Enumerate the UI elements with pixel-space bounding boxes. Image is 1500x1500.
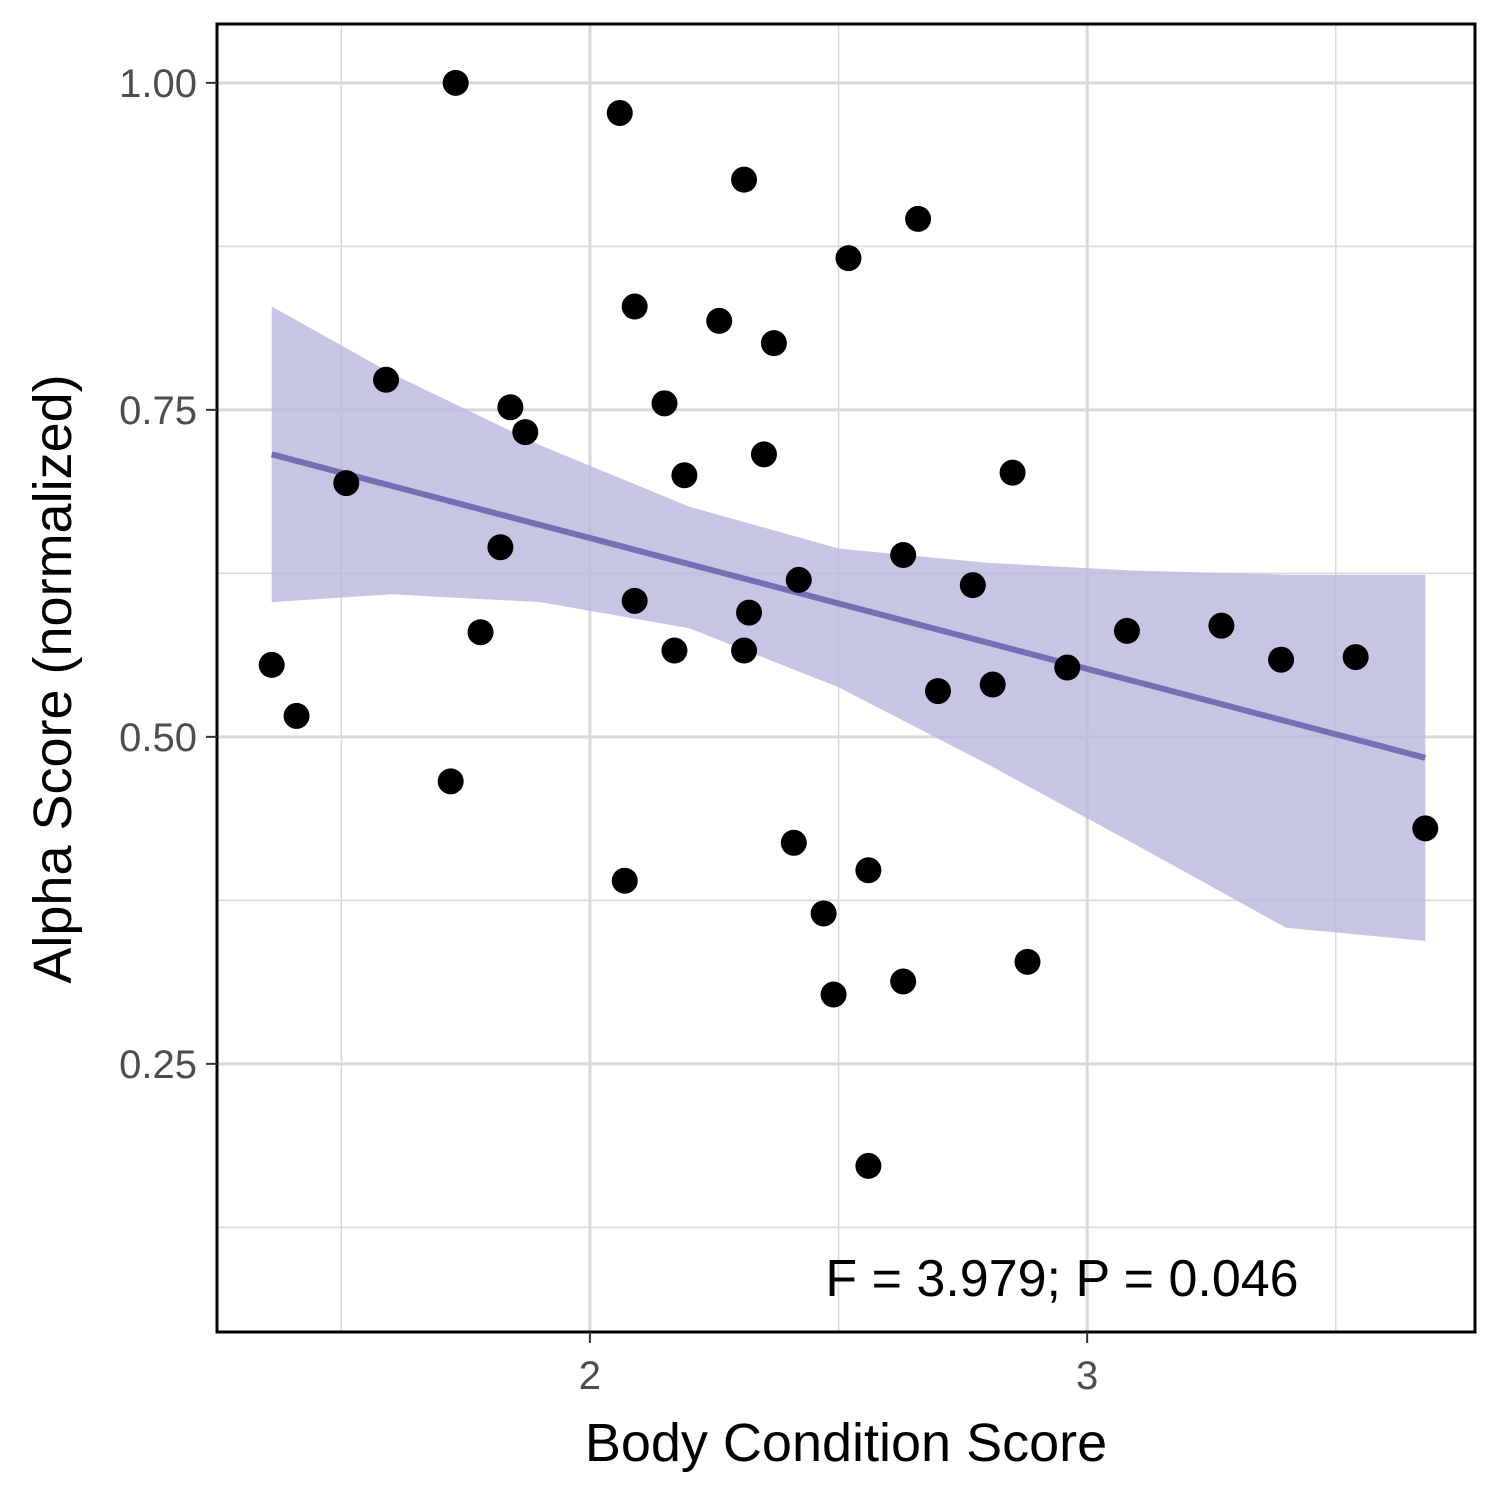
data-point-18 — [731, 166, 758, 193]
data-point-6 — [467, 619, 494, 646]
data-point-31 — [890, 968, 917, 995]
data-point-41 — [1268, 646, 1295, 673]
confidence-band-layer — [271, 306, 1426, 941]
data-point-32 — [905, 205, 932, 232]
data-point-12 — [621, 293, 648, 320]
data-point-23 — [780, 829, 807, 856]
data-point-2 — [333, 470, 360, 497]
data-point-1 — [283, 702, 310, 729]
x-tick-label-0: 2 — [579, 1354, 601, 1398]
data-point-36 — [999, 459, 1026, 486]
data-point-10 — [606, 99, 633, 126]
data-point-17 — [706, 307, 733, 334]
data-point-39 — [1113, 617, 1140, 644]
data-point-21 — [750, 441, 777, 468]
y-tick-label-2: 0.75 — [119, 389, 197, 433]
data-point-9 — [512, 419, 539, 446]
data-point-0 — [258, 651, 285, 678]
data-point-42 — [1342, 644, 1369, 671]
regression-line — [270, 451, 1427, 761]
data-point-38 — [1054, 654, 1081, 681]
regression-line-layer — [270, 451, 1427, 761]
data-point-14 — [651, 390, 678, 417]
data-point-20 — [736, 599, 763, 626]
data-point-34 — [959, 572, 986, 599]
data-points — [258, 69, 1439, 1179]
data-point-28 — [855, 857, 882, 884]
data-point-16 — [671, 462, 698, 489]
axes: 2 3 0.25 0.50 0.75 1.00 — [119, 62, 1098, 1398]
data-point-8 — [497, 394, 524, 421]
confidence-band — [271, 306, 1426, 941]
data-point-33 — [924, 678, 951, 705]
panel-border — [215, 22, 1477, 1334]
data-point-29 — [855, 1152, 882, 1179]
x-axis-title: Body Condition Score — [585, 1413, 1107, 1473]
data-point-19 — [731, 637, 758, 664]
stats-annotation: F = 3.979; P = 0.046 — [825, 1250, 1298, 1308]
data-point-40 — [1208, 612, 1235, 639]
data-point-25 — [810, 900, 837, 927]
y-tick-label-0: 0.25 — [119, 1043, 197, 1087]
data-point-13 — [621, 587, 648, 614]
data-point-22 — [760, 330, 787, 357]
data-point-27 — [835, 245, 862, 272]
data-point-30 — [890, 542, 917, 569]
data-point-43 — [1412, 815, 1439, 842]
y-axis-title: Alpha Score (normalized) — [23, 374, 83, 983]
data-point-11 — [611, 867, 638, 894]
data-point-4 — [437, 768, 464, 795]
x-tick-label-1: 3 — [1076, 1354, 1098, 1398]
data-point-7 — [487, 534, 514, 561]
data-point-24 — [785, 566, 812, 593]
data-point-37 — [1014, 948, 1041, 975]
y-tick-label-3: 1.00 — [119, 62, 197, 106]
data-point-15 — [661, 637, 688, 664]
data-point-26 — [820, 981, 847, 1008]
data-point-5 — [442, 69, 469, 96]
y-tick-label-1: 0.50 — [119, 716, 197, 760]
data-point-3 — [373, 366, 400, 393]
data-point-35 — [979, 671, 1006, 698]
